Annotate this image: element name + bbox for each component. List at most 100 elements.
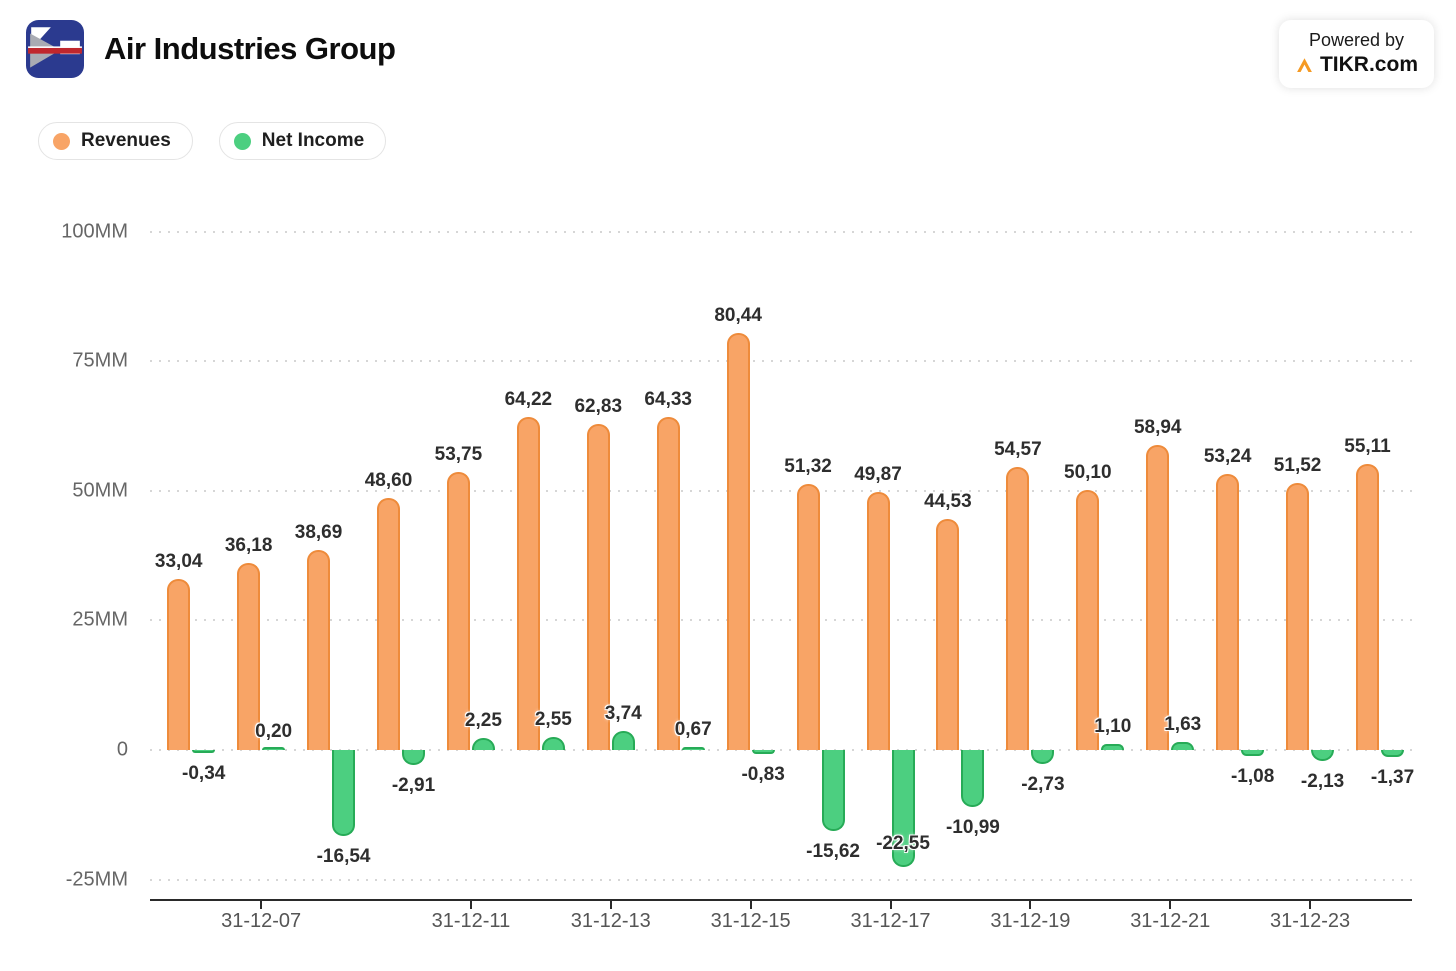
- net-income-value-label: 3,74: [604, 702, 642, 724]
- x-axis-label: 31-12-11: [431, 910, 511, 932]
- net-income-bar[interactable]: [1101, 744, 1125, 750]
- powered-by-text: Powered by: [1308, 30, 1405, 50]
- net-income-bar[interactable]: [332, 750, 356, 836]
- x-axis-label: 31-12-23: [1270, 910, 1351, 932]
- revenue-bar[interactable]: [726, 333, 750, 750]
- net-income-value-label: 2,25: [464, 710, 502, 732]
- net-income-value-label: 1,63: [1164, 713, 1202, 735]
- net-income-bar[interactable]: [401, 750, 425, 766]
- revenue-value-label: 58,94: [1133, 416, 1182, 438]
- revenue-value-label: 53,75: [434, 443, 483, 465]
- net-income-bar[interactable]: [751, 750, 775, 755]
- revenue-value-label: 50,10: [1064, 462, 1112, 484]
- y-axis-label: 25MM: [72, 608, 128, 631]
- net-income-bar[interactable]: [1031, 750, 1055, 765]
- revenue-bar[interactable]: [936, 519, 960, 750]
- x-axis-tick: [609, 901, 612, 909]
- x-axis-tick: [260, 901, 263, 909]
- net-income-value-label: -2,13: [1300, 771, 1345, 793]
- net-income-value-label: -2,73: [1021, 774, 1065, 796]
- net-income-value-label: -1,37: [1370, 767, 1415, 789]
- net-income-bar[interactable]: [611, 730, 635, 750]
- x-axis-tick: [1309, 901, 1312, 909]
- revenue-value-label: 48,60: [364, 470, 413, 492]
- revenue-bar[interactable]: [866, 491, 890, 750]
- legend-item-net-income[interactable]: Net Income: [218, 122, 387, 160]
- net-income-value-label: -0,34: [182, 763, 226, 784]
- gridline: [150, 749, 1412, 751]
- revenue-value-label: 55,11: [1344, 436, 1391, 458]
- net-income-value-label: -22,55: [876, 832, 930, 854]
- net-income-bar[interactable]: [1171, 741, 1195, 750]
- net-income-bar[interactable]: [1241, 750, 1265, 756]
- net-income-bar[interactable]: [1381, 750, 1404, 758]
- x-axis-tick: [889, 901, 892, 909]
- y-axis-label: 50MM: [72, 479, 128, 502]
- x-axis-label: 31-12-13: [570, 910, 651, 932]
- revenue-bar[interactable]: [1006, 467, 1030, 750]
- revenue-bar[interactable]: [1216, 474, 1240, 750]
- revenue-bar[interactable]: [167, 578, 191, 750]
- net-income-bar[interactable]: [961, 750, 985, 807]
- tikr-brand-label: TIKR.com: [1319, 53, 1418, 76]
- gridline: [150, 230, 1412, 233]
- x-axis-label: 31-12-21: [1130, 910, 1211, 932]
- net-income-bar[interactable]: [192, 750, 216, 753]
- y-axis-label: 100MM: [61, 220, 128, 243]
- legend-item-revenues[interactable]: Revenues: [38, 122, 193, 160]
- gridline: [150, 489, 1412, 492]
- gridline: [150, 619, 1412, 622]
- tikr-logo-icon: [1297, 58, 1312, 72]
- revenue-bar[interactable]: [516, 417, 540, 750]
- revenue-value-label: 36,18: [224, 534, 273, 556]
- net-income-bar[interactable]: [1311, 750, 1335, 762]
- revenue-value-label: 53,24: [1203, 446, 1252, 468]
- net-income-value-label: -1,08: [1230, 765, 1275, 787]
- gridline: [150, 360, 1412, 363]
- net-income-value-label: 0,20: [255, 720, 293, 742]
- revenue-bar[interactable]: [1356, 464, 1379, 750]
- x-axis-tick: [1029, 901, 1032, 909]
- net-income-value-label: -15,62: [806, 840, 860, 862]
- net-income-bar[interactable]: [681, 746, 705, 750]
- revenue-bar[interactable]: [1146, 444, 1170, 750]
- revenue-value-label: 33,04: [154, 550, 203, 572]
- net-income-swatch-icon: [233, 132, 251, 150]
- revenue-bar[interactable]: [796, 484, 820, 750]
- net-income-bar[interactable]: [262, 747, 286, 750]
- tikr-brand: TIKR.com: [1295, 53, 1418, 77]
- x-axis-label: 31-12-17: [850, 910, 931, 932]
- net-income-bar[interactable]: [471, 738, 495, 750]
- net-income-value-label: -0,83: [741, 764, 785, 786]
- revenue-bar[interactable]: [656, 416, 680, 750]
- net-income-bar[interactable]: [891, 750, 915, 867]
- revenue-bar[interactable]: [586, 424, 610, 750]
- net-income-value-label: 1,10: [1094, 716, 1132, 738]
- x-axis-tick: [749, 901, 752, 909]
- revenue-value-label: 51,52: [1273, 455, 1322, 477]
- net-income-bar[interactable]: [821, 750, 845, 831]
- revenue-bar[interactable]: [376, 498, 400, 750]
- revenue-value-label: 62,83: [574, 396, 623, 418]
- revenue-value-label: 64,33: [644, 388, 692, 410]
- header: Air Industries Group: [26, 20, 396, 78]
- revenue-bar[interactable]: [307, 549, 331, 750]
- revenue-value-label: 38,69: [294, 521, 343, 543]
- company-logo: [26, 20, 84, 78]
- x-axis-label: 31-12-15: [710, 910, 791, 932]
- revenue-bar[interactable]: [1286, 483, 1310, 750]
- revenues-swatch-icon: [53, 132, 70, 150]
- x-axis-label: 31-12-07: [221, 910, 302, 932]
- net-income-bar[interactable]: [541, 736, 565, 750]
- page-title: Air Industries Group: [104, 31, 396, 66]
- revenue-bar[interactable]: [237, 562, 261, 750]
- gridline: [150, 878, 1412, 881]
- revenue-bar[interactable]: [1076, 490, 1100, 750]
- net-income-value-label: -16,54: [316, 845, 371, 867]
- net-income-value-label: 0,67: [674, 718, 712, 740]
- net-income-value-label: -2,91: [391, 775, 436, 797]
- revenue-bar[interactable]: [446, 471, 470, 750]
- revenue-value-label: 51,32: [784, 456, 832, 478]
- powered-by-badge[interactable]: Powered by TIKR.com: [1278, 20, 1434, 88]
